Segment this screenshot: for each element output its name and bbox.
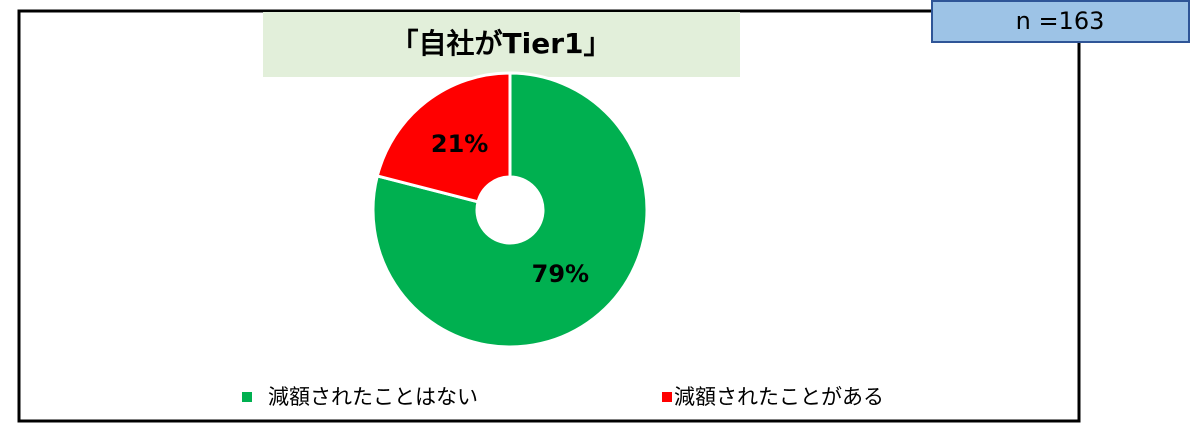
data-label: 21% — [431, 130, 488, 158]
sample-size: n =163 — [1016, 7, 1105, 35]
title-box — [263, 12, 740, 77]
legend-swatch — [662, 392, 672, 402]
data-label: 79% — [532, 260, 589, 288]
legend-label: 減額されたことはない — [268, 385, 478, 409]
slice — [375, 71, 512, 204]
chart-title: 「自社がTier1」 — [391, 27, 612, 60]
legend-swatch — [242, 392, 252, 402]
legend-label: 減額されたことがある — [674, 385, 884, 409]
slice — [371, 71, 649, 349]
n-box — [931, 0, 1190, 43]
